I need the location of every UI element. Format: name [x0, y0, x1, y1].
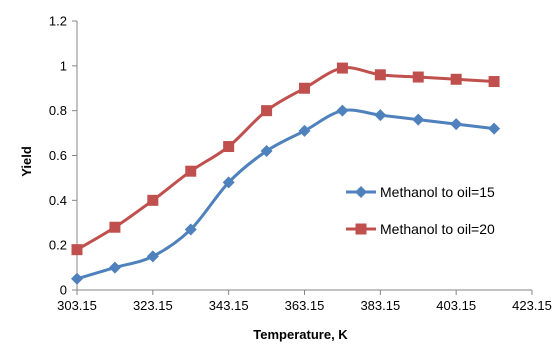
data-point	[336, 62, 348, 74]
data-point	[488, 76, 500, 88]
legend-label: Methanol to oil=15	[380, 184, 495, 200]
data-point	[261, 105, 273, 117]
x-axis-title: Temperature, K	[253, 327, 348, 342]
y-tick-label: 0.6	[49, 148, 67, 163]
y-tick-label: 0	[60, 283, 67, 298]
x-axis-ticks: 303.15 323.15 343.15 363.15 383.15 403.15 423.…	[57, 290, 552, 313]
y-tick-label: 0.8	[49, 103, 67, 118]
series-2	[71, 62, 500, 256]
y-tick-label: 0.2	[49, 238, 67, 253]
data-point	[374, 109, 387, 122]
series-1	[71, 104, 501, 285]
y-axis-title: Yield	[19, 146, 34, 177]
x-tick-label: 343.15	[209, 298, 249, 313]
data-point	[488, 122, 501, 135]
data-point	[450, 118, 463, 131]
data-point	[412, 71, 424, 83]
data-point	[298, 124, 311, 137]
legend-item-1: Methanol to oil=15	[346, 184, 495, 200]
legend: Methanol to oil=15 Methanol to oil=20	[346, 184, 495, 237]
x-tick-label: 383.15	[360, 298, 400, 313]
x-tick-label: 403.15	[436, 298, 476, 313]
y-tick-label: 0.4	[49, 193, 67, 208]
data-point	[185, 165, 197, 177]
x-tick-label: 423.15	[512, 298, 552, 313]
data-point	[223, 141, 235, 153]
data-point	[299, 82, 310, 94]
data-point	[71, 272, 83, 285]
y-axis-ticks: 0 0.2 0.4 0.6 0.8 1 1.2	[49, 14, 77, 298]
legend-item-2: Methanol to oil=20	[346, 221, 495, 237]
data-point	[71, 244, 83, 256]
data-point	[146, 250, 159, 263]
data-point	[412, 113, 425, 126]
data-point	[374, 69, 386, 81]
data-point	[184, 223, 197, 236]
data-point	[450, 73, 462, 85]
x-tick-label: 323.15	[133, 298, 173, 313]
data-point	[108, 261, 121, 274]
series-layer	[71, 62, 501, 285]
data-point	[336, 104, 349, 117]
diamond-marker-icon	[355, 186, 367, 198]
y-tick-label: 1.2	[49, 14, 67, 29]
square-marker-icon	[355, 223, 367, 235]
data-point	[109, 221, 121, 233]
y-tick-label: 1	[60, 58, 67, 73]
x-tick-label: 303.15	[57, 298, 97, 313]
data-point	[147, 194, 159, 206]
data-point	[222, 176, 235, 189]
legend-label: Methanol to oil=20	[380, 221, 495, 237]
data-point	[260, 145, 273, 158]
x-tick-label: 363.15	[285, 298, 325, 313]
